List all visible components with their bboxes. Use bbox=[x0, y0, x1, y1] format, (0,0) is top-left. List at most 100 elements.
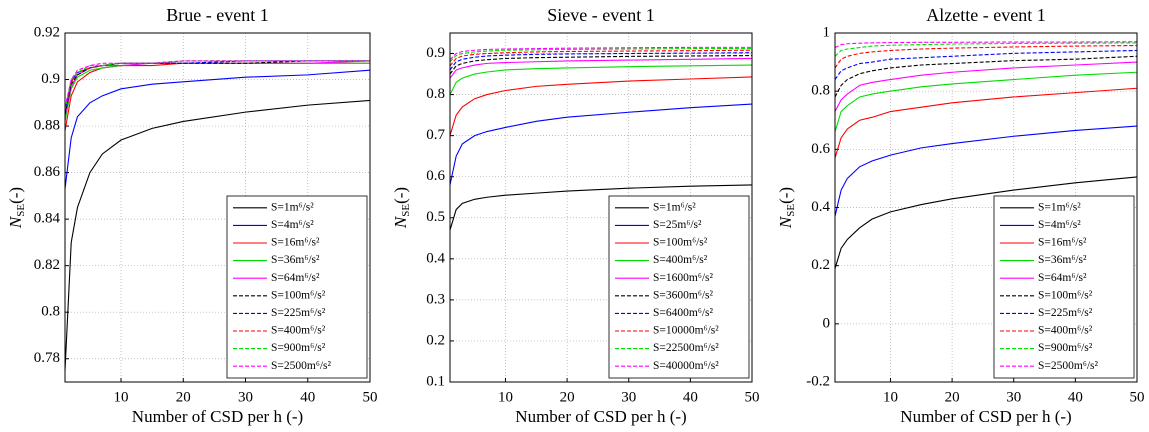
legend: S=1m⁶/s² S=4m⁶/s² S=16m⁶/s² S=36m⁶/s² S=64m⁶… bbox=[226, 195, 368, 379]
y-tick-label: 0.82 bbox=[34, 257, 60, 273]
y-axis-label-part: SE bbox=[400, 204, 412, 217]
y-tick-label: 1 bbox=[823, 24, 831, 40]
axes-frame bbox=[64, 32, 371, 383]
x-tick-label: 30 bbox=[1006, 389, 1021, 405]
y-tick-label: 0.8 bbox=[41, 304, 60, 320]
y-tick-label: 0.8 bbox=[811, 83, 830, 99]
legend-label: S=1m⁶/s² bbox=[1038, 201, 1081, 213]
legend-label: S=64m⁶/s² bbox=[1038, 272, 1087, 284]
legend-label: S=10000m⁶/s² bbox=[653, 325, 719, 337]
legend-label: S=400m⁶/s² bbox=[653, 254, 708, 266]
line bbox=[834, 42, 1138, 57]
legend-label: S=3600m⁶/s² bbox=[653, 289, 714, 301]
legend-label: S=25m⁶/s² bbox=[653, 219, 702, 231]
y-tick-label: 0.8 bbox=[426, 86, 445, 102]
axes-frame bbox=[834, 32, 1138, 383]
legend-box bbox=[226, 195, 368, 379]
legend-box bbox=[993, 195, 1135, 379]
y-axis-label: NSE(-) bbox=[776, 187, 797, 229]
chart-title: Alzette - event 1 bbox=[926, 5, 1045, 25]
legend-label: S=40000m⁶/s² bbox=[653, 360, 719, 372]
line bbox=[834, 44, 1138, 69]
y-axis-label-part: N bbox=[391, 215, 410, 229]
legend-label: S=225m⁶/s² bbox=[1038, 307, 1093, 319]
y-tick-label: 0.86 bbox=[34, 164, 61, 180]
line bbox=[449, 184, 753, 231]
line bbox=[449, 55, 753, 75]
line bbox=[449, 49, 753, 67]
y-axis-label: NSE(-) bbox=[391, 187, 412, 229]
chart-title: Brue - event 1 bbox=[166, 5, 268, 25]
x-tick-label: 20 bbox=[945, 389, 960, 405]
legend-label: S=1m⁶/s² bbox=[271, 201, 314, 213]
line bbox=[449, 76, 753, 136]
legend-label: S=16m⁶/s² bbox=[271, 237, 320, 249]
legend-label: S=100m⁶/s² bbox=[653, 237, 708, 249]
x-tick-label: 40 bbox=[1068, 389, 1083, 405]
chart-title: Sieve - event 1 bbox=[547, 5, 654, 25]
legend-label: S=1600m⁶/s² bbox=[653, 272, 714, 284]
legend-label: S=36m⁶/s² bbox=[271, 254, 320, 266]
y-tick-label: 0.1 bbox=[426, 373, 445, 389]
legend-label: S=900m⁶/s² bbox=[1038, 342, 1093, 354]
y-axis-label-part: (-) bbox=[6, 187, 25, 204]
y-tick-label: 0.6 bbox=[426, 168, 445, 184]
line bbox=[64, 99, 371, 371]
legend-label: S=22500m⁶/s² bbox=[653, 342, 719, 354]
y-axis-label-part: N bbox=[6, 215, 25, 229]
x-tick-label: 50 bbox=[363, 389, 378, 405]
y-tick-label: 0.9 bbox=[41, 71, 60, 87]
line bbox=[834, 125, 1138, 217]
line bbox=[449, 64, 753, 95]
legend-label: S=64m⁶/s² bbox=[271, 272, 320, 284]
legend-label: S=400m⁶/s² bbox=[271, 325, 326, 337]
y-tick-label: 0 bbox=[823, 315, 831, 331]
y-tick-label: 0.6 bbox=[811, 141, 830, 157]
x-axis-label: Number of CSD per h (-) bbox=[515, 407, 686, 426]
x-tick-label: 30 bbox=[621, 389, 636, 405]
y-tick-label: 0.7 bbox=[426, 127, 445, 143]
legend-label: S=6400m⁶/s² bbox=[653, 307, 714, 319]
x-tick-label: 40 bbox=[300, 389, 315, 405]
legend-label: S=4m⁶/s² bbox=[1038, 219, 1081, 231]
x-tick-label: 30 bbox=[238, 389, 253, 405]
legend-label: S=100m⁶/s² bbox=[1038, 289, 1093, 301]
y-axis-label-part: SE bbox=[785, 204, 797, 217]
y-tick-label: 0.84 bbox=[34, 211, 61, 227]
x-tick-label: 10 bbox=[114, 389, 129, 405]
line bbox=[449, 52, 753, 71]
y-tick-label: 0.2 bbox=[426, 332, 445, 348]
y-tick-label: 0.92 bbox=[34, 24, 60, 40]
subplot: 0.1 0.2 0.3 0.4 0.5 0.6 0.7 0.8 0.9 10 20 30 40 50 Sie… bbox=[391, 5, 760, 426]
x-tick-label: 50 bbox=[745, 389, 760, 405]
y-axis-label-part: SE bbox=[15, 204, 27, 217]
line bbox=[834, 55, 1138, 98]
axes-frame bbox=[449, 32, 753, 383]
y-axis-label-part: N bbox=[776, 215, 795, 229]
legend-label: S=900m⁶/s² bbox=[271, 342, 326, 354]
subplot: -0.2 0 0.2 0.4 0.6 0.8 1 10 20 30 40 50 Alzette - ev… bbox=[776, 5, 1145, 426]
line bbox=[449, 103, 753, 186]
x-tick-label: 10 bbox=[883, 389, 898, 405]
y-tick-label: 0.2 bbox=[811, 257, 830, 273]
x-axis-label: Number of CSD per h (-) bbox=[132, 407, 303, 426]
line bbox=[834, 41, 1138, 49]
x-tick-label: 10 bbox=[498, 389, 513, 405]
line bbox=[64, 60, 370, 108]
y-tick-label: 0.4 bbox=[811, 199, 830, 215]
line bbox=[449, 48, 752, 63]
legend-label: S=2500m⁶/s² bbox=[271, 360, 332, 372]
legend-label: S=16m⁶/s² bbox=[1038, 237, 1087, 249]
legend-label: S=100m⁶/s² bbox=[271, 289, 326, 301]
x-tick-label: 20 bbox=[176, 389, 191, 405]
line bbox=[449, 46, 752, 61]
legend-label: S=4m⁶/s² bbox=[271, 219, 314, 231]
y-tick-label: 0.78 bbox=[34, 350, 60, 366]
line bbox=[834, 71, 1138, 133]
legend-label: S=36m⁶/s² bbox=[1038, 254, 1087, 266]
y-tick-label: 0.88 bbox=[34, 118, 60, 134]
subplot: 0.78 0.8 0.82 0.84 0.86 0.88 0.9 0.92 10 20 30 40 50… bbox=[6, 5, 378, 426]
line bbox=[834, 49, 1138, 80]
line bbox=[64, 69, 371, 189]
